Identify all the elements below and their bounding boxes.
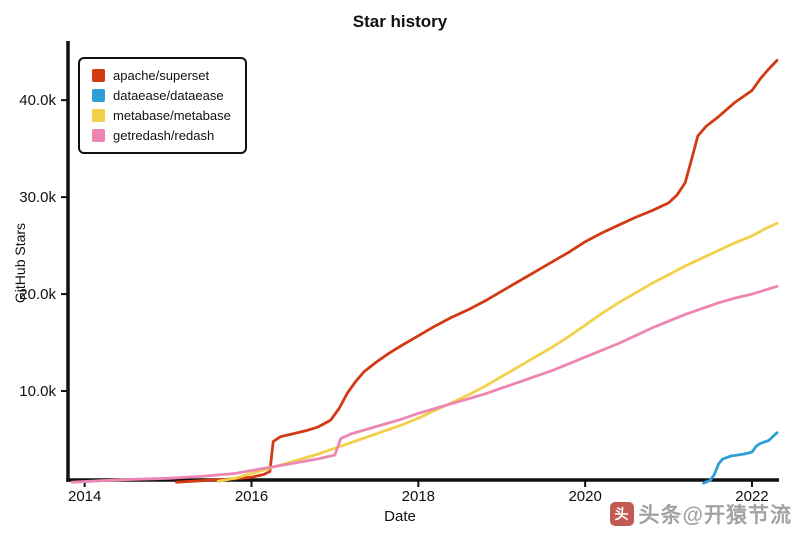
x-tick-label: 2020 [568,488,601,505]
toutiao-logo-icon: 头 [609,502,634,526]
x-tick-label: 2016 [235,488,268,505]
series-line-getredash-redash [70,284,779,484]
legend-label: apache/superset [113,68,210,83]
y-tick-label: 10.0k [19,383,56,400]
watermark-text: 头条@开猿节流 [638,504,792,527]
legend-label: getredash/redash [113,128,215,143]
legend-item: metabase/metabase [92,108,231,123]
series-line-metabase-metabase [216,221,779,483]
legend-item: getredash/redash [92,128,231,143]
legend: apache/superset dataease/dataease metabase… [78,57,247,154]
watermark: 头 头条@开猿节流 [609,499,792,529]
legend-swatch [92,89,105,102]
legend-swatch [92,129,105,142]
series-line-apache-superset [174,59,779,484]
y-tick-label: 30.0k [19,189,56,206]
x-tick-label: 2018 [402,488,435,505]
series-line-dataease-dataease [702,431,779,485]
legend-item: apache/superset [92,68,231,83]
legend-swatch [92,109,105,122]
legend-label: dataease/dataease [113,88,224,103]
chart-title: Star history [352,12,448,31]
x-tick-label: 2014 [68,488,101,505]
legend-swatch [92,69,105,82]
legend-label: metabase/metabase [113,108,231,123]
legend-item: dataease/dataease [92,88,231,103]
x-tick-label: 2022 [735,488,768,505]
x-axis-label: Date [384,508,416,525]
y-tick-label: 40.0k [19,92,56,109]
y-tick-label: 20.0k [19,286,56,303]
